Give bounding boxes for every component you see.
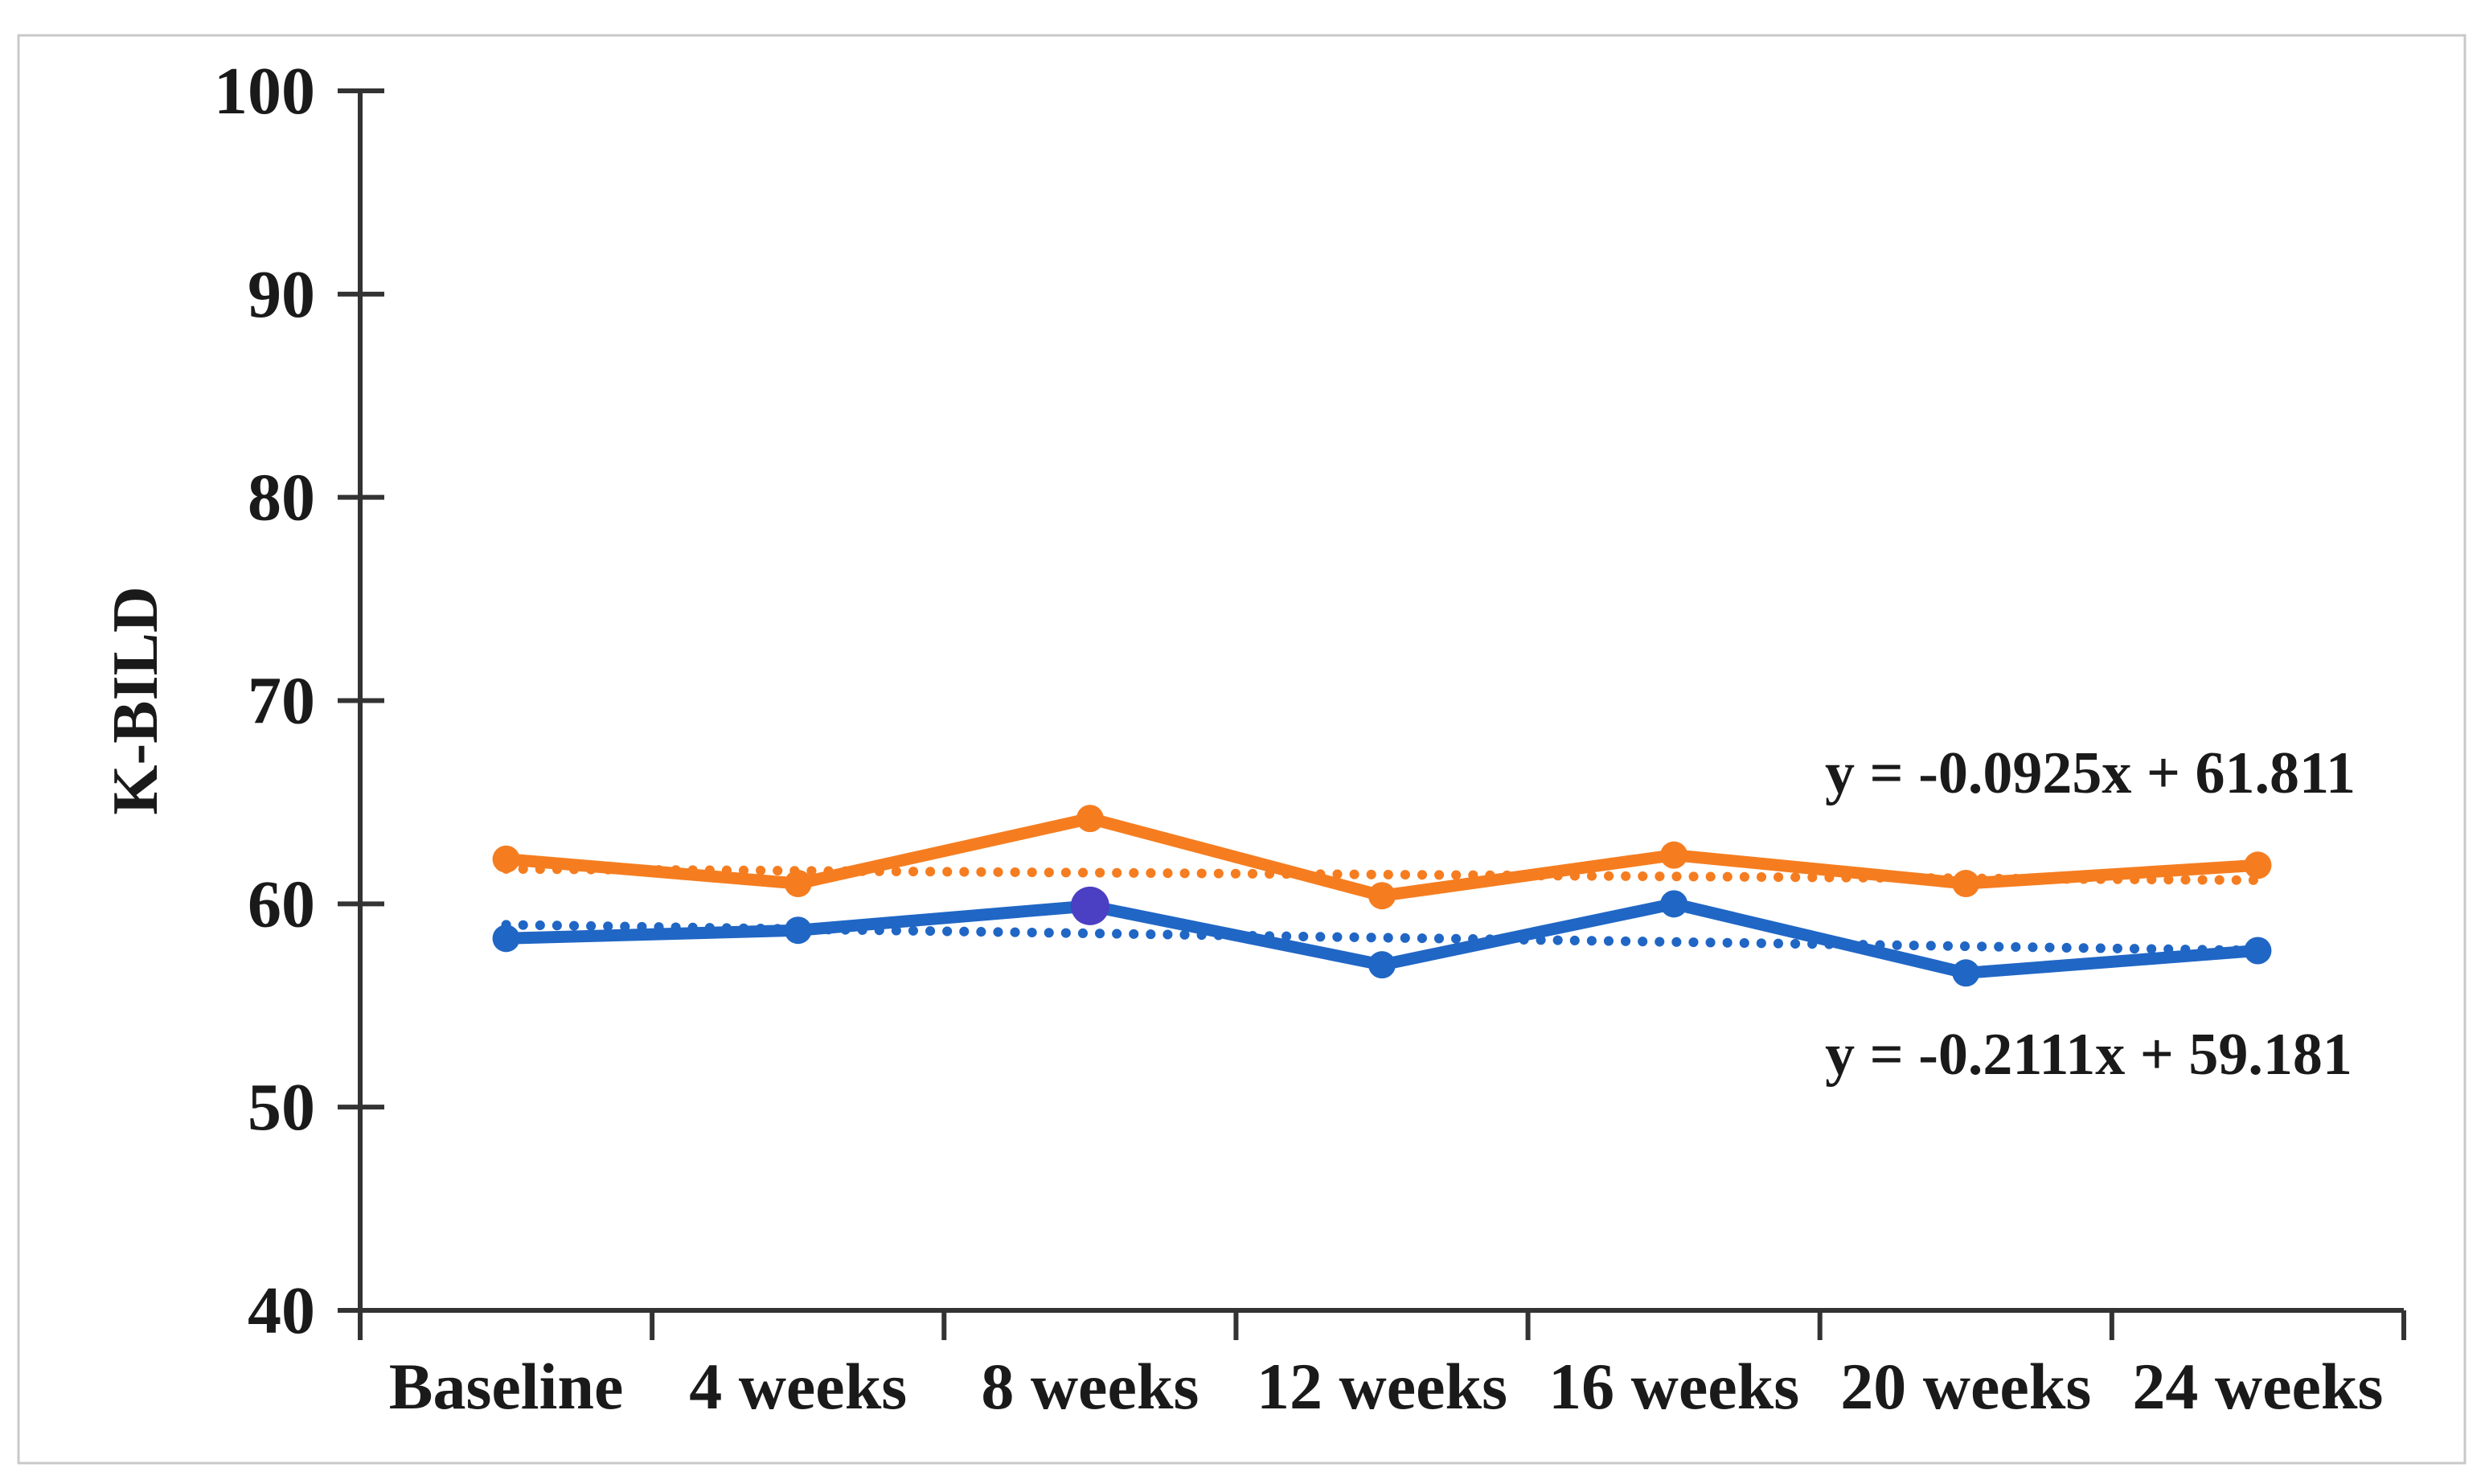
- data-point-marker: [2244, 937, 2272, 965]
- x-category-label: 20 weeks: [1840, 1350, 2091, 1423]
- trendline-equation-lower: y = -0.2111x + 59.181: [1825, 1022, 2352, 1088]
- data-point-marker: [2244, 851, 2272, 879]
- data-point-marker: [1952, 959, 1980, 987]
- trendline-equation-upper: y = -0.0925x + 61.811: [1825, 740, 2356, 806]
- x-category-label: Baseline: [389, 1350, 624, 1423]
- data-point-marker: [1070, 886, 1109, 925]
- data-point-marker: [784, 916, 812, 945]
- y-tick-label: 60: [248, 867, 315, 941]
- data-point-marker: [784, 870, 812, 898]
- data-point-marker: [1660, 890, 1688, 918]
- data-point-marker: [492, 845, 520, 873]
- y-tick-label: 70: [248, 664, 315, 739]
- x-category-label: 4 weeks: [689, 1350, 907, 1423]
- data-point-marker: [492, 924, 520, 953]
- x-category-label: 8 weeks: [981, 1350, 1199, 1423]
- y-tick-label: 50: [248, 1070, 315, 1145]
- x-category-label: 16 weeks: [1548, 1350, 1799, 1423]
- x-category-label: 24 weeks: [2132, 1350, 2383, 1423]
- data-point-marker: [1952, 870, 1980, 898]
- x-category-label: 12 weeks: [1257, 1350, 1507, 1423]
- data-point-marker: [1076, 805, 1104, 833]
- data-point-marker: [1368, 882, 1396, 910]
- data-point-marker: [1660, 841, 1688, 869]
- y-tick-label: 80: [248, 461, 315, 535]
- y-axis-title: K-BILD: [100, 586, 171, 815]
- data-point-marker: [1368, 951, 1396, 979]
- y-tick-label: 90: [248, 257, 315, 332]
- y-tick-label: 100: [214, 54, 315, 129]
- y-tick-label: 40: [248, 1273, 315, 1348]
- figure-border: [17, 34, 2467, 1465]
